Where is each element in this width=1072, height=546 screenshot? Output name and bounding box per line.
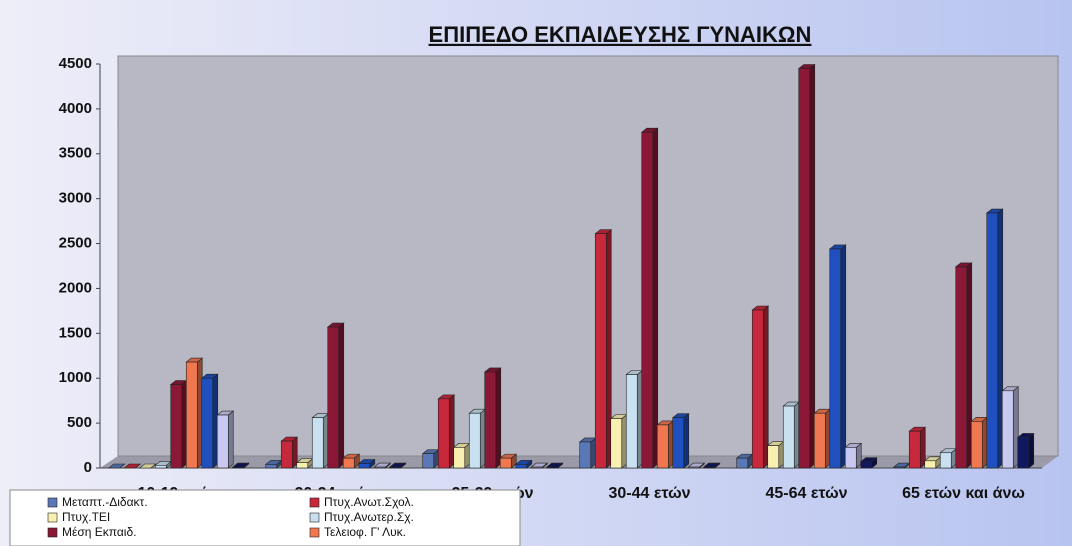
bar <box>232 466 245 469</box>
bar <box>389 466 402 469</box>
y-tick-label: 2000 <box>59 279 92 296</box>
bar <box>829 248 842 469</box>
bar <box>813 412 826 469</box>
bar <box>1017 437 1030 469</box>
bar <box>767 445 780 469</box>
plot <box>107 63 1035 469</box>
bar <box>798 68 811 469</box>
legend-swatch <box>309 527 320 538</box>
bar <box>594 233 607 469</box>
bar <box>185 361 198 469</box>
bar <box>703 466 716 469</box>
bar <box>1001 390 1014 469</box>
bar-top <box>123 463 142 469</box>
y-tick-label: 4500 <box>59 55 92 72</box>
y-tick-label: 0 <box>84 459 92 476</box>
legend: Μεταπτ.-Διδακτ. Πτυχ.Ανωτ.Σχολ. Πτυχ.ΤΕΙ Πτ… <box>47 495 414 539</box>
bar <box>641 131 654 469</box>
y-tick-label: 4000 <box>59 100 92 117</box>
bar <box>499 457 512 469</box>
bar <box>216 414 229 469</box>
bar-side <box>683 413 690 469</box>
legend-swatch <box>309 512 320 523</box>
bar <box>610 418 623 469</box>
bar <box>422 453 435 469</box>
legend-swatch <box>47 497 58 508</box>
chart-title: ΕΠΙΠΕΔΟ ΕΚΠΑΙΔΕΥΣΗΣ ΓΥΝΑΙΚΩΝ <box>429 22 812 47</box>
bar <box>468 412 481 469</box>
legend-swatch <box>47 512 58 523</box>
bar <box>908 430 921 469</box>
bar-side <box>1028 432 1035 469</box>
y-tick-label: 3000 <box>59 190 92 207</box>
bar-side <box>227 410 234 469</box>
bar <box>687 466 700 469</box>
bar-side <box>840 244 847 469</box>
bar-top <box>138 463 157 469</box>
legend-label: Τελειοφ. Γ' Λυκ. <box>324 525 406 539</box>
bar-top <box>107 463 126 469</box>
bar <box>939 452 952 469</box>
bar <box>860 461 873 469</box>
legend-box <box>9 489 521 546</box>
y-tick-label: 2500 <box>59 235 92 252</box>
bar <box>437 398 450 469</box>
legend-label: Πτυχ.Ανωτερ.Σχ. <box>324 510 414 524</box>
legend-label: Πτυχ.Ανωτ.Σχολ. <box>324 495 414 509</box>
x-tick-label: 30-44 ετών <box>608 485 690 502</box>
bar <box>154 465 167 469</box>
bar <box>484 371 497 469</box>
bar <box>625 374 638 469</box>
bar-side <box>338 322 345 469</box>
bar-side <box>762 305 769 469</box>
bar <box>955 266 968 469</box>
bar <box>672 417 685 469</box>
bar <box>358 463 371 469</box>
bar <box>546 466 559 469</box>
bar <box>579 441 592 469</box>
plot-wall <box>117 55 1059 457</box>
bar <box>844 447 857 469</box>
bar-side <box>652 127 659 469</box>
x-tick-label: 45-64 ετών <box>765 485 847 502</box>
bar <box>373 466 386 469</box>
bar <box>751 309 764 469</box>
bar <box>170 384 183 469</box>
bar <box>453 447 466 469</box>
bar <box>280 440 293 469</box>
legend-label: Μέση Εκπαιδ. <box>62 525 137 539</box>
bar <box>924 460 937 469</box>
bar <box>986 212 999 469</box>
bar <box>265 464 278 469</box>
legend-label: Μεταπτ.-Διδακτ. <box>62 495 148 509</box>
bar <box>656 424 669 469</box>
y-tick-label: 1500 <box>59 324 92 341</box>
legend-label: Πτυχ.ΤΕΙ <box>62 510 110 524</box>
bar <box>296 462 309 469</box>
bar <box>893 466 906 469</box>
bar <box>530 466 543 469</box>
y-tick-label: 1000 <box>59 369 92 386</box>
legend-swatch <box>47 527 58 538</box>
bar <box>201 377 214 469</box>
bar <box>327 326 340 469</box>
bar-side <box>495 367 502 469</box>
bar <box>311 417 324 469</box>
x-tick-label: 65 ετών και άνω <box>902 485 1025 502</box>
y-tick-label: 3500 <box>59 145 92 162</box>
bar <box>970 421 983 469</box>
bar <box>342 457 355 469</box>
y-tick-label: 500 <box>67 414 92 431</box>
bar-side <box>809 63 816 469</box>
bar <box>736 457 749 469</box>
bar <box>515 464 528 469</box>
bar <box>782 405 795 469</box>
legend-swatch <box>309 497 320 508</box>
